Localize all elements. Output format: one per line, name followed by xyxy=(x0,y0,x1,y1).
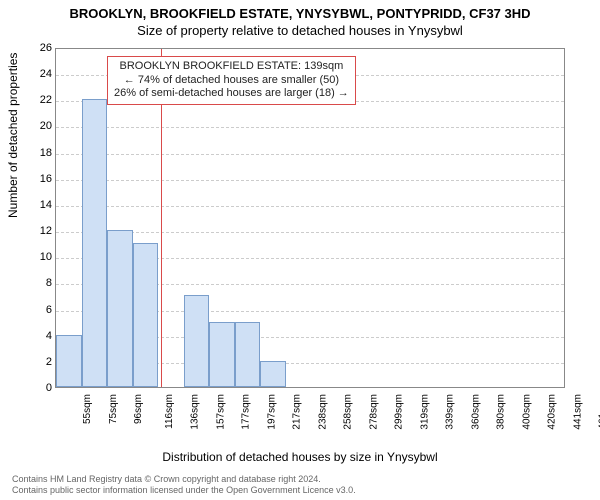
gridline-h xyxy=(56,154,564,155)
histogram-bar xyxy=(107,230,133,387)
footer-line-2: Contains public sector information licen… xyxy=(12,485,356,496)
gridline-h xyxy=(56,127,564,128)
y-tick-label: 26 xyxy=(28,42,52,54)
y-tick-label: 22 xyxy=(28,94,52,106)
x-tick-label: 400sqm xyxy=(521,394,532,430)
y-tick-label: 16 xyxy=(28,173,52,185)
y-tick-label: 14 xyxy=(28,199,52,211)
x-tick-label: 339sqm xyxy=(445,394,456,430)
y-tick-label: 0 xyxy=(28,382,52,394)
y-tick-label: 8 xyxy=(28,277,52,289)
histogram-bar xyxy=(209,322,235,387)
plot-area: BROOKLYN BROOKFIELD ESTATE: 139sqm← 74% … xyxy=(55,48,565,388)
histogram-bar xyxy=(235,322,261,387)
x-tick-label: 380sqm xyxy=(496,394,507,430)
annotation-box: BROOKLYN BROOKFIELD ESTATE: 139sqm← 74% … xyxy=(107,56,356,105)
gridline-h xyxy=(56,206,564,207)
x-tick-label: 116sqm xyxy=(163,394,174,429)
y-tick-label: 20 xyxy=(28,120,52,132)
x-tick-label: 258sqm xyxy=(343,394,354,430)
histogram-bar xyxy=(184,295,210,387)
y-tick-label: 4 xyxy=(28,330,52,342)
gridline-h xyxy=(56,180,564,181)
y-tick-label: 10 xyxy=(28,251,52,263)
title-address: BROOKLYN, BROOKFIELD ESTATE, YNYSYBWL, P… xyxy=(0,0,600,21)
x-tick-label: 441sqm xyxy=(572,394,583,430)
histogram-bar xyxy=(56,335,82,387)
annotation-line: ← 74% of detached houses are smaller (50… xyxy=(114,74,349,88)
x-tick-label: 55sqm xyxy=(82,394,93,424)
x-tick-label: 157sqm xyxy=(215,394,226,430)
attribution-footer: Contains HM Land Registry data © Crown c… xyxy=(12,474,356,497)
x-tick-label: 136sqm xyxy=(190,394,201,430)
footer-line-1: Contains HM Land Registry data © Crown c… xyxy=(12,474,356,485)
histogram-bar xyxy=(82,99,108,387)
annotation-line: BROOKLYN BROOKFIELD ESTATE: 139sqm xyxy=(114,60,349,74)
x-tick-label: 217sqm xyxy=(292,394,303,430)
chart-container: BROOKLYN, BROOKFIELD ESTATE, YNYSYBWL, P… xyxy=(0,0,600,500)
histogram-bar xyxy=(260,361,286,387)
y-tick-label: 18 xyxy=(28,147,52,159)
x-tick-label: 319sqm xyxy=(419,394,430,430)
y-tick-label: 6 xyxy=(28,304,52,316)
x-tick-label: 75sqm xyxy=(108,394,119,424)
x-tick-label: 278sqm xyxy=(368,394,379,430)
x-tick-label: 96sqm xyxy=(133,394,144,424)
y-axis-label: Number of detached properties xyxy=(6,53,20,218)
y-tick-label: 2 xyxy=(28,356,52,368)
y-tick-label: 12 xyxy=(28,225,52,237)
x-axis-label: Distribution of detached houses by size … xyxy=(0,450,600,464)
histogram-bar xyxy=(133,243,159,387)
x-tick-label: 360sqm xyxy=(470,394,481,430)
x-tick-label: 420sqm xyxy=(547,394,558,430)
y-tick-label: 24 xyxy=(28,68,52,80)
x-tick-label: 197sqm xyxy=(266,394,277,430)
x-tick-label: 177sqm xyxy=(241,394,252,430)
title-subtitle: Size of property relative to detached ho… xyxy=(0,21,600,38)
annotation-line: 26% of semi-detached houses are larger (… xyxy=(114,87,349,101)
x-tick-label: 299sqm xyxy=(394,394,405,430)
x-tick-label: 238sqm xyxy=(317,394,328,430)
